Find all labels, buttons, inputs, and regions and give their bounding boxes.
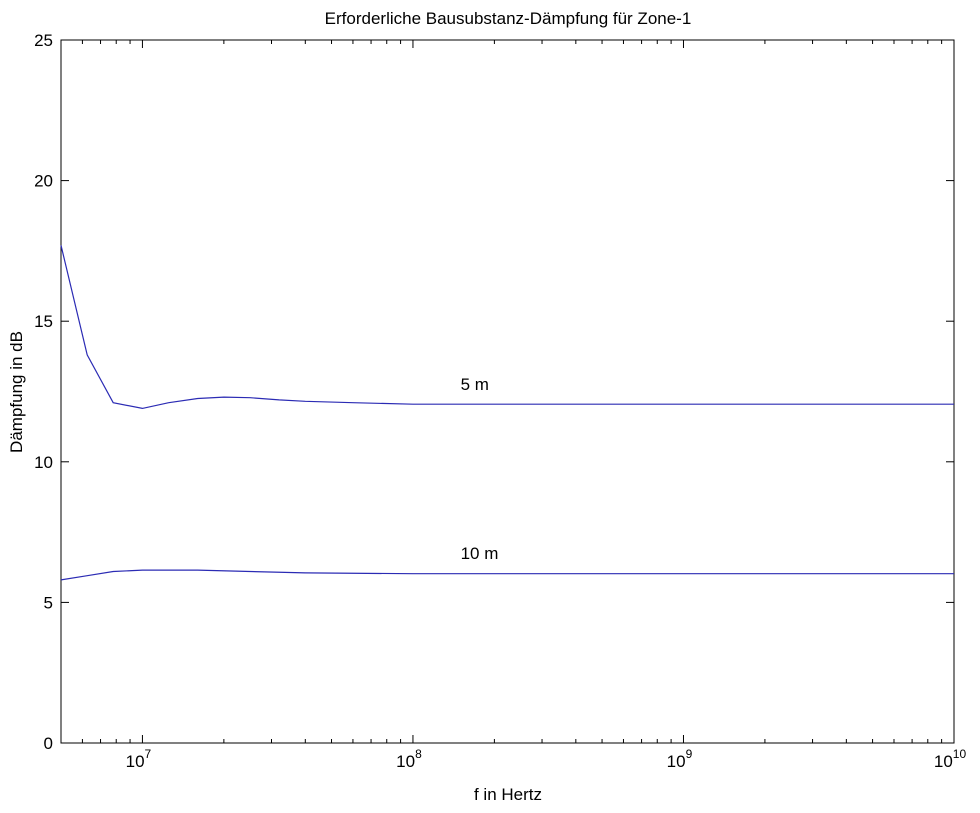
y-tick-label: 0 [44,734,53,753]
x-tick-label: 109 [667,747,693,771]
series-line-10-m [60,569,954,581]
y-axis-label: Dämpfung in dB [7,331,26,453]
y-tick-label: 20 [34,172,53,191]
x-tick-label: 107 [126,747,152,771]
plot-area-frame [60,39,955,744]
annotations-layer: 5 m 10 m [461,375,499,563]
y-tick-label: 15 [34,312,53,331]
y-tick-label: 25 [34,31,53,50]
x-axis-label: f in Hertz [474,785,542,804]
x-tick-label: 1010 [934,747,967,771]
y-tick-label: 5 [44,593,53,612]
axis-ticks: 0 5 10 15 20 25 107 108 109 1010 [34,31,966,771]
series-line-5-m [60,245,954,410]
x-tick-label: 108 [396,747,422,771]
chart-title: Erforderliche Bausubstanz-Dämpfung für Z… [325,9,692,28]
series-annotation: 10 m [461,544,499,563]
series-annotation: 5 m [461,375,489,394]
y-tick-label: 10 [34,453,53,472]
series-layer [60,245,954,581]
